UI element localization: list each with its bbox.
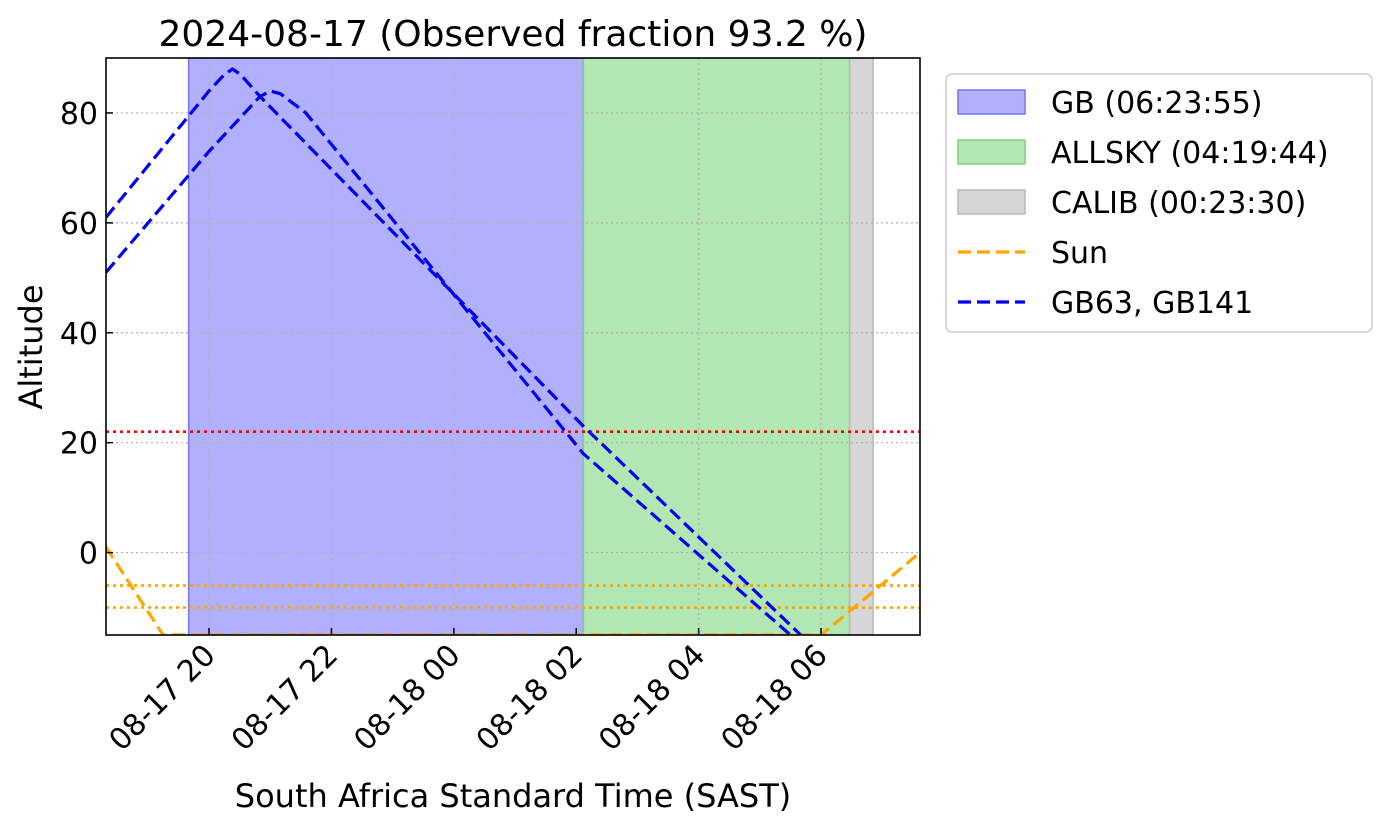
span-1 [582,58,851,635]
plot-frame [105,57,921,636]
plot-area: 08-17 20 08-17 22 08-18 00 08-18 02 08-18 04… [60,57,921,758]
legend-label: CALIB (00:23:30) [1051,186,1306,221]
span-2 [848,58,874,635]
x-tick-label: 08-18 06 [715,638,835,758]
x-tick-label: 08-17 20 [103,638,223,758]
legend-entries: GB (06:23:55) ALLSKY (04:19:44) CALIB (00:… [957,86,1329,321]
x-tick-label: 08-18 02 [470,638,590,758]
chart-title: 2024-08-17 (Observed fraction 93.2 %) [159,14,868,55]
x-tick-label: 08-17 22 [225,638,345,758]
x-tick-label: 08-18 00 [347,638,467,758]
legend: GB (06:23:55) ALLSKY (04:19:44) CALIB (00:… [945,73,1373,333]
threshold-lines [106,430,920,609]
legend-box [945,73,1373,333]
series-line-0-0 [106,546,920,635]
legend-swatch [957,139,1026,165]
x-axis-label: South Africa Standard Time (SAST) [235,777,791,815]
y-tick-label: 20 [60,427,98,462]
y-tick-label: 0 [79,537,98,572]
y-tick-label: 40 [60,317,98,352]
legend-label: GB (06:23:55) [1051,86,1263,121]
legend-label: GB63, GB141 [1051,286,1253,321]
series-line-1-1 [106,89,792,635]
x-tick-label: 08-18 04 [592,638,712,758]
span-0 [187,58,585,635]
series-lines [106,67,920,635]
series-line-1-0 [106,67,802,635]
legend-swatch [957,189,1026,215]
legend-label: Sun [1051,236,1108,271]
legend-label: ALLSKY (04:19:44) [1051,136,1329,171]
y-tick-label: 60 [60,207,98,242]
legend-swatch [957,89,1026,115]
observation-spans [187,58,874,635]
y-tick-label: 80 [60,97,98,132]
y-axis-label: Altitude [12,284,50,409]
